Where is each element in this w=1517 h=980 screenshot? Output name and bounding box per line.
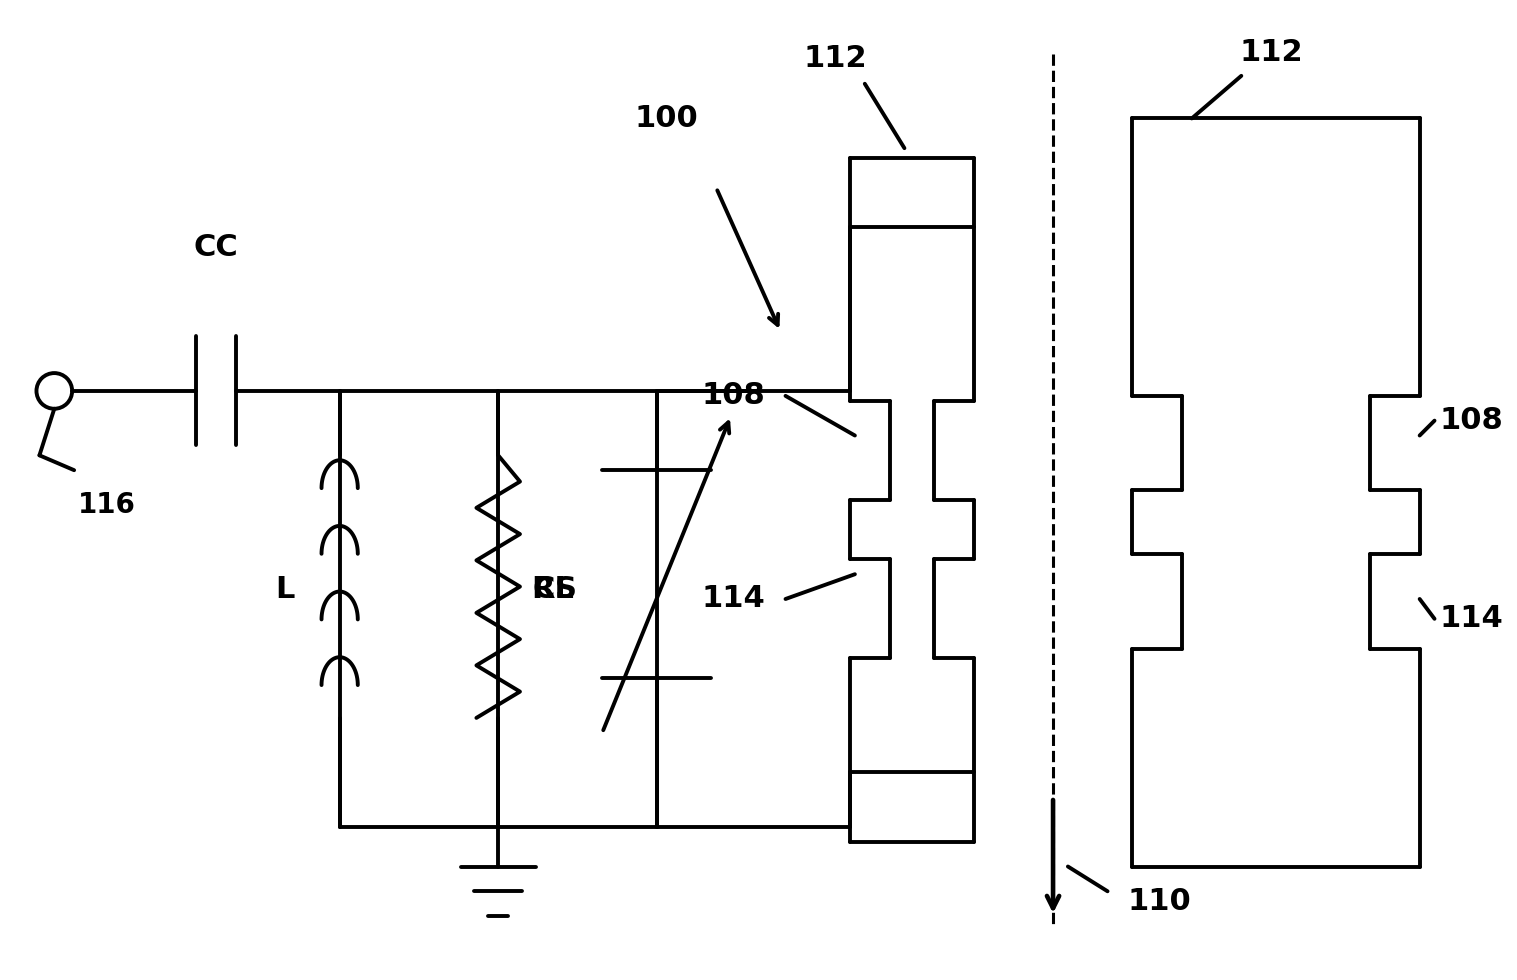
Text: 108: 108 <box>702 381 766 411</box>
Text: 112: 112 <box>804 44 866 74</box>
Text: 114: 114 <box>702 584 766 613</box>
Text: RL: RL <box>531 574 573 604</box>
Text: CS: CS <box>532 574 578 604</box>
Text: CC: CC <box>194 232 238 262</box>
Text: 108: 108 <box>1440 406 1503 435</box>
Text: 110: 110 <box>1127 887 1191 915</box>
Text: 114: 114 <box>1440 605 1503 633</box>
Text: 116: 116 <box>77 491 135 518</box>
Text: L: L <box>276 574 294 604</box>
Text: 112: 112 <box>1239 37 1303 67</box>
Text: 100: 100 <box>634 104 698 133</box>
